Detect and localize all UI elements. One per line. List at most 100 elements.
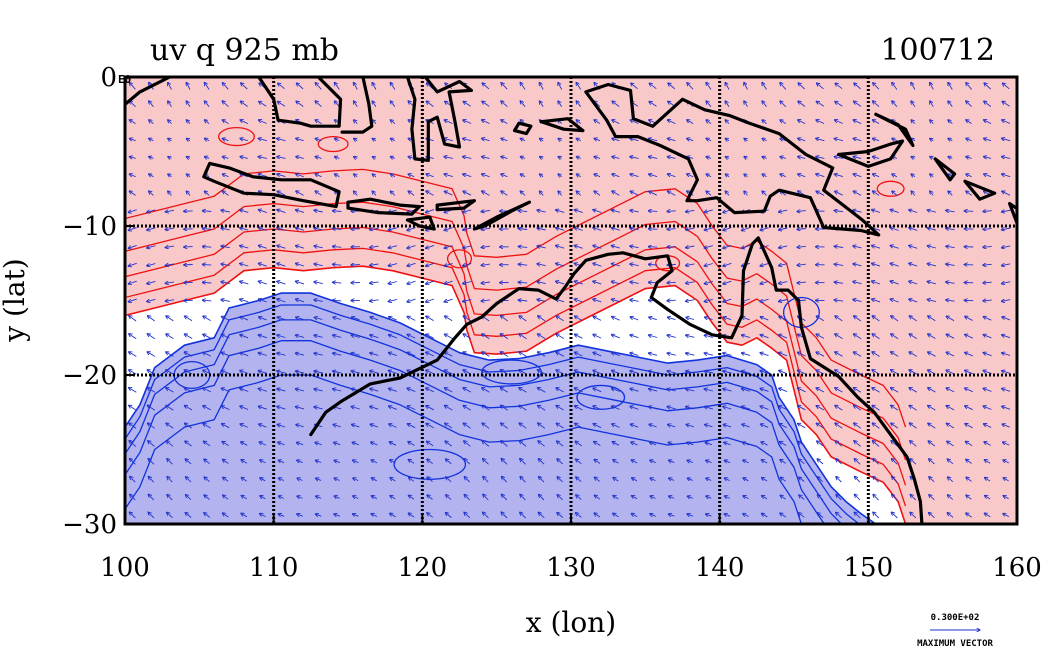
- wind-vector: [576, 157, 581, 159]
- wind-vector: [816, 101, 825, 107]
- wind-vector: [594, 120, 601, 124]
- wind-vector: [520, 174, 526, 177]
- wind-vector: [149, 157, 154, 159]
- wind-vector: [965, 441, 973, 446]
- wind-vector: [241, 460, 248, 464]
- wind-vector: [872, 120, 880, 124]
- wind-vector: [482, 120, 490, 125]
- wind-vector: [686, 282, 695, 284]
- wind-vector: [147, 405, 156, 411]
- wind-vector: [407, 227, 416, 231]
- wind-vector: [816, 352, 825, 357]
- wind-vector: [240, 335, 249, 339]
- wind-vector: [741, 389, 751, 392]
- wind-vector: [966, 459, 972, 464]
- wind-vector: [910, 459, 917, 465]
- wind-vector: [725, 101, 730, 107]
- wind-vector: [966, 101, 972, 108]
- y-tick-label: −10: [62, 212, 117, 242]
- wind-vector: [222, 459, 229, 464]
- wind-vector: [128, 280, 137, 284]
- wind-vector: [630, 157, 639, 159]
- wind-vector: [277, 174, 286, 178]
- wind-vector: [613, 495, 619, 500]
- x-tick-label: 110: [249, 553, 299, 583]
- wind-vector: [872, 334, 880, 340]
- wind-vector: [742, 424, 750, 428]
- wind-vector: [909, 210, 918, 213]
- wind-vector: [295, 210, 305, 213]
- wind-vector: [630, 138, 639, 140]
- wind-vector: [482, 174, 490, 178]
- wind-vector: [891, 352, 899, 357]
- x-tick-label: 160: [992, 553, 1042, 583]
- wind-vector: [408, 513, 415, 518]
- wind-vector: [630, 389, 639, 392]
- wind-vector: [686, 210, 695, 212]
- y-tick-exponent: E0: [118, 73, 131, 86]
- wind-vector: [482, 352, 490, 357]
- wind-vector: [575, 441, 583, 447]
- wind-vector: [927, 282, 937, 284]
- wind-vector: [147, 299, 156, 301]
- wind-vector: [426, 83, 434, 90]
- wind-vector: [760, 335, 769, 339]
- wind-vector: [872, 316, 880, 322]
- wind-vector: [258, 263, 267, 267]
- wind-vector: [295, 299, 305, 303]
- wind-vector: [611, 210, 621, 212]
- wind-vector: [892, 101, 898, 107]
- wind-vector: [482, 157, 490, 159]
- wind-vector: [520, 512, 527, 519]
- wind-vector: [762, 101, 767, 107]
- wind-vector: [966, 513, 972, 518]
- wind-vector: [835, 101, 843, 107]
- wind-vector: [539, 174, 544, 177]
- wind-vector: [797, 264, 806, 265]
- wind-vector: [463, 101, 471, 107]
- wind-vector: [388, 246, 398, 248]
- wind-vector: [258, 389, 267, 392]
- wind-vector: [203, 388, 211, 393]
- wind-vector: [779, 424, 787, 429]
- wind-vector: [408, 157, 415, 159]
- wind-vector: [167, 477, 173, 483]
- wind-vector: [648, 139, 658, 141]
- wind-vector: [575, 513, 582, 518]
- wind-vector: [168, 191, 172, 196]
- wind-vector: [854, 512, 861, 519]
- wind-vector: [797, 370, 806, 375]
- wind-vector: [873, 83, 880, 90]
- wind-vector: [872, 281, 881, 285]
- wind-vector: [444, 227, 453, 231]
- wind-vector: [930, 174, 934, 177]
- wind-vector: [817, 459, 824, 465]
- wind-vector: [147, 388, 156, 393]
- wind-vector: [371, 460, 378, 464]
- wind-vector: [816, 334, 825, 339]
- wind-vector: [948, 101, 953, 107]
- wind-vector: [354, 191, 358, 196]
- wind-vector: [315, 83, 322, 90]
- wind-vector: [240, 174, 248, 178]
- wind-vector: [260, 496, 266, 499]
- wind-vector: [202, 247, 212, 248]
- wind-vector: [928, 334, 936, 339]
- wind-vector: [149, 174, 154, 177]
- wind-vector: [854, 494, 861, 501]
- wind-vector: [892, 138, 898, 140]
- wind-vector: [147, 334, 156, 340]
- wind-vector: [372, 138, 376, 140]
- wind-vector: [686, 246, 695, 248]
- wind-vector: [202, 282, 212, 283]
- wind-vector: [426, 262, 435, 266]
- wind-vector: [930, 191, 934, 196]
- wind-vector: [593, 245, 602, 249]
- wind-vector: [334, 478, 340, 480]
- wind-vector: [444, 370, 453, 375]
- wind-vector: [834, 246, 844, 247]
- wind-vector: [370, 246, 379, 247]
- wind-vector: [723, 353, 732, 355]
- wind-vector: [222, 191, 229, 196]
- wind-vector: [464, 441, 471, 447]
